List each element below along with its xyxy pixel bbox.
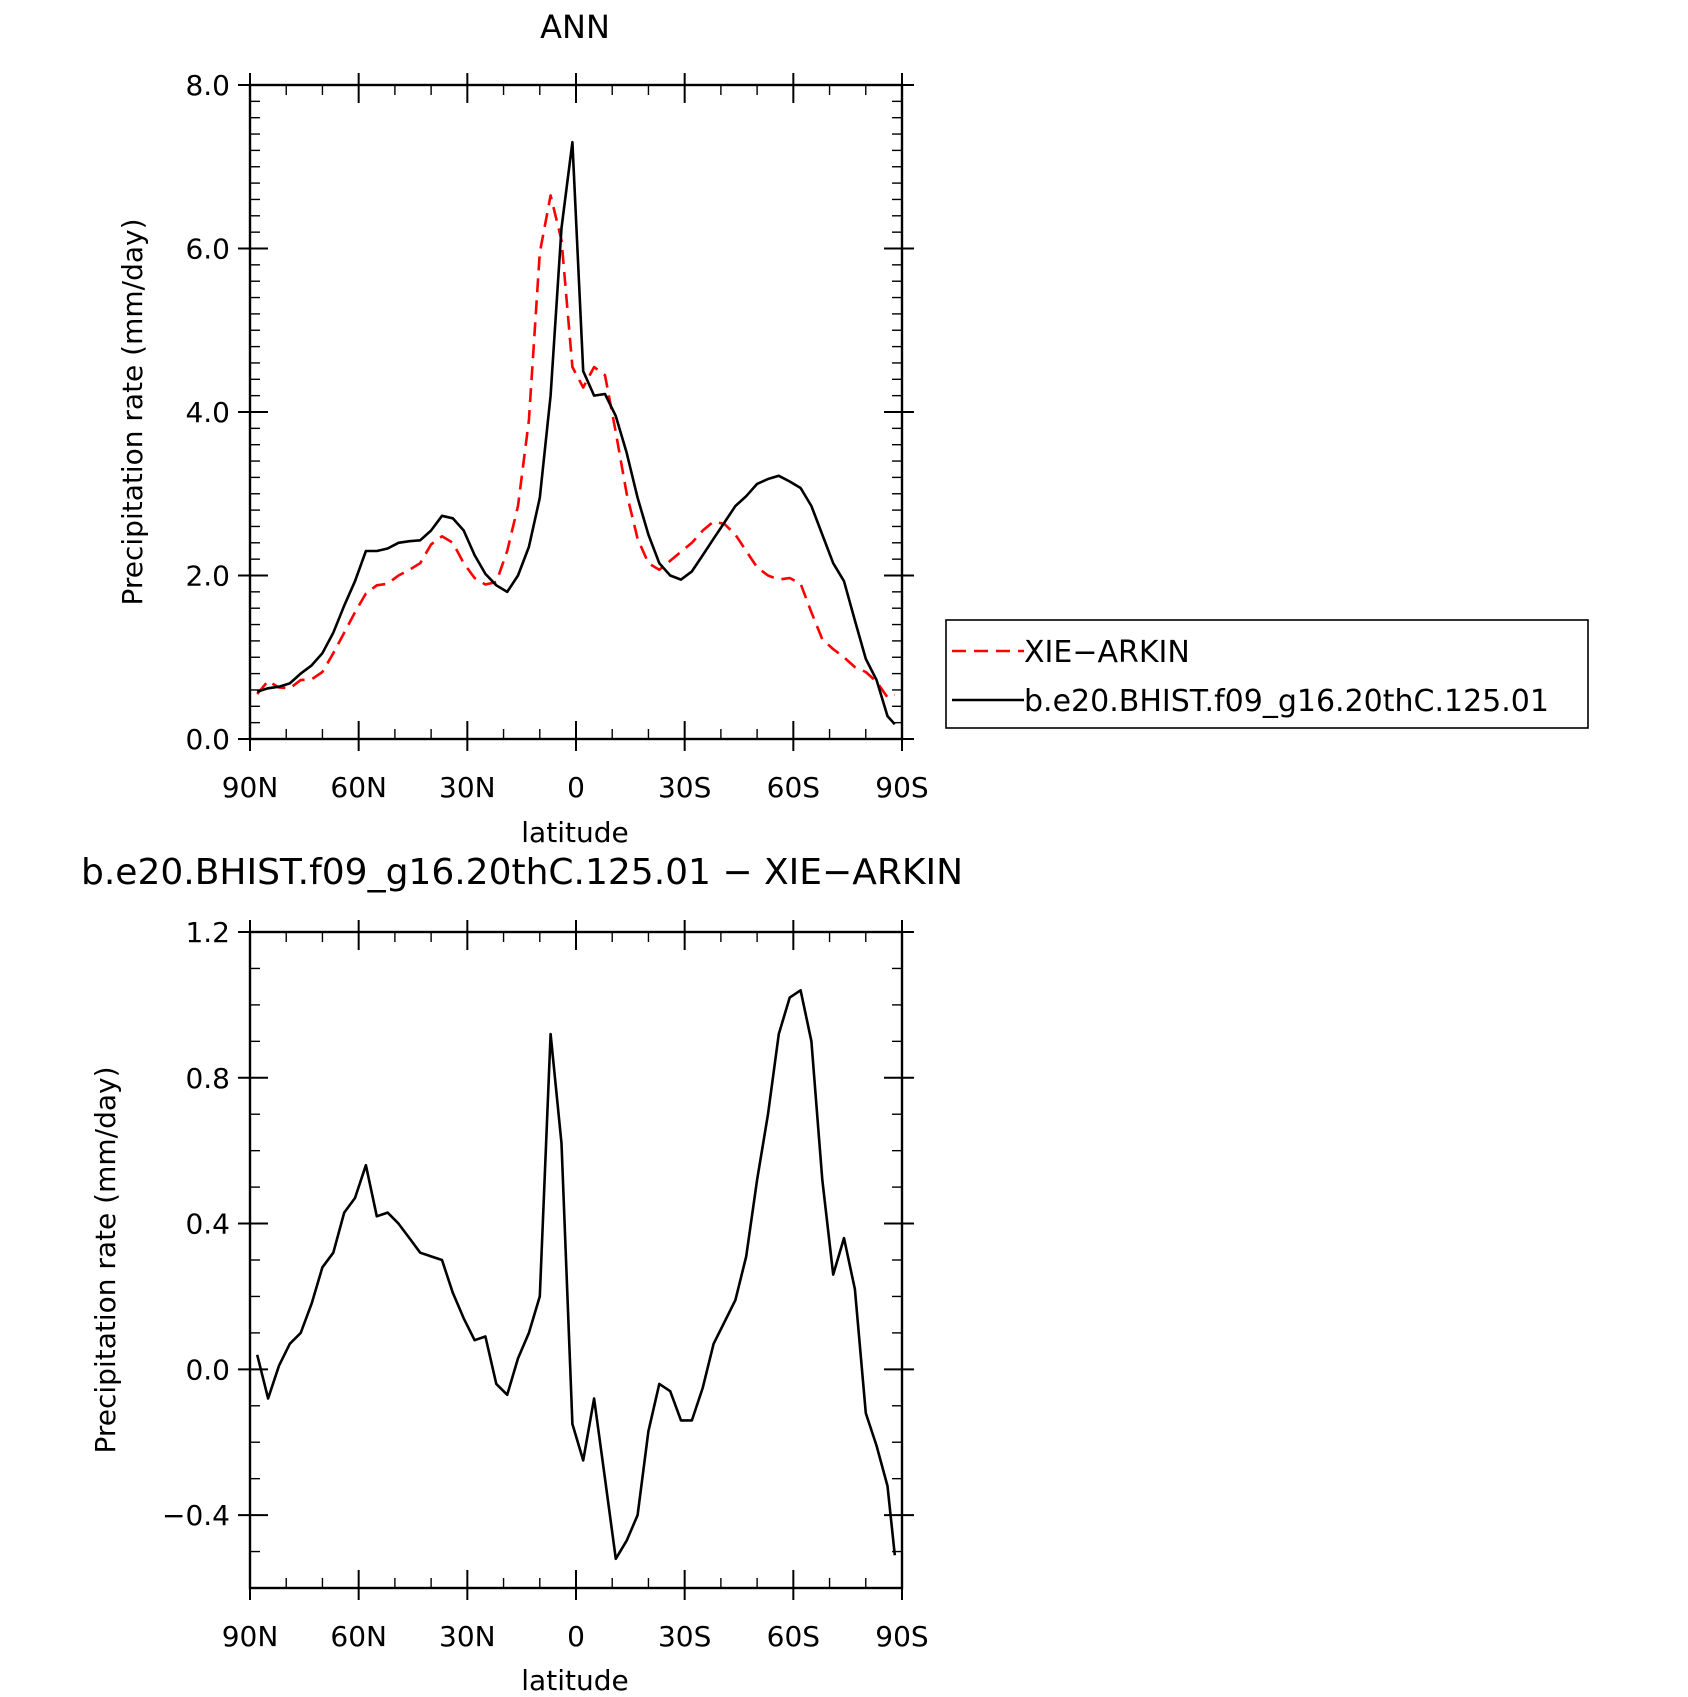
- x-tick-label: 30N: [439, 771, 496, 804]
- x-tick-labels: 90N 60N 30N 0 30S 60S 90S: [222, 1620, 929, 1653]
- y-tick-label: 0.0: [185, 1353, 230, 1386]
- plot-frame: [248, 930, 904, 1590]
- x-tick-label: 60N: [330, 771, 387, 804]
- x-tick-label: 60N: [330, 1620, 387, 1653]
- x-tick-label: 60S: [767, 1620, 820, 1653]
- legend-label-xie-arkin: XIE−ARKIN: [1024, 635, 1190, 670]
- y-tick-labels: −0.4 0.0 0.4 0.8 1.2: [162, 916, 230, 1532]
- y-tick-label: 4.0: [185, 396, 230, 429]
- x-tick-label: 0: [567, 1620, 585, 1653]
- x-axis-label: latitude: [521, 1664, 628, 1697]
- y-tick-label: 8.0: [185, 69, 230, 102]
- x-tick-label: 30S: [658, 1620, 711, 1653]
- x-tick-label: 90N: [222, 771, 279, 804]
- y-tick-label: 0.0: [185, 723, 230, 756]
- y-tick-label: 0.4: [185, 1208, 230, 1241]
- y-axis-ticks: [238, 931, 914, 1589]
- y-tick-label: 0.8: [185, 1062, 230, 1095]
- legend-label-model: b.e20.BHIST.f09_g16.20thC.125.01: [1024, 684, 1549, 719]
- series-group: [255, 988, 897, 1561]
- series-line-difference: [255, 988, 897, 1561]
- chart-title: b.e20.BHIST.f09_g16.20thC.125.01 − XIE−A…: [81, 852, 963, 893]
- plot-frame: [248, 83, 904, 741]
- y-tick-label: 6.0: [185, 233, 230, 266]
- legend: XIE−ARKIN b.e20.BHIST.f09_g16.20thC.125.…: [945, 619, 1589, 729]
- y-axis-label: Precipitation rate (mm/day): [89, 1066, 122, 1453]
- y-axis-label: Precipitation rate (mm/day): [116, 218, 149, 605]
- x-tick-label: 90S: [875, 1620, 928, 1653]
- x-tick-label: 0: [567, 771, 585, 804]
- y-axis-ticks: [238, 84, 914, 740]
- annual-precipitation-panel: ANN 0.02.04.06.08.0 90N 60N 30N 0 30S 60S 90S …: [116, 8, 1589, 849]
- series-line-xie-arkin: [256, 194, 896, 699]
- y-tick-label: 1.2: [185, 916, 230, 949]
- x-tick-labels: 90N 60N 30N 0 30S 60S 90S: [222, 771, 929, 804]
- x-tick-label: 60S: [767, 771, 820, 804]
- legend-box: [945, 619, 1589, 729]
- y-tick-labels: 0.0 2.0 4.0 6.0 8.0: [185, 69, 230, 756]
- x-tick-label: 90S: [875, 771, 928, 804]
- x-tick-label: 90N: [222, 1620, 279, 1653]
- series-line-model: [256, 140, 896, 726]
- chart-title: ANN: [540, 8, 610, 46]
- x-tick-label: 30S: [658, 771, 711, 804]
- y-tick-label: 2.0: [185, 560, 230, 593]
- series-group: [256, 140, 896, 726]
- x-axis-label: latitude: [521, 816, 628, 849]
- x-tick-label: 30N: [439, 1620, 496, 1653]
- difference-panel: b.e20.BHIST.f09_g16.20thC.125.01 − XIE−A…: [81, 852, 963, 1697]
- y-tick-label: −0.4: [162, 1499, 230, 1532]
